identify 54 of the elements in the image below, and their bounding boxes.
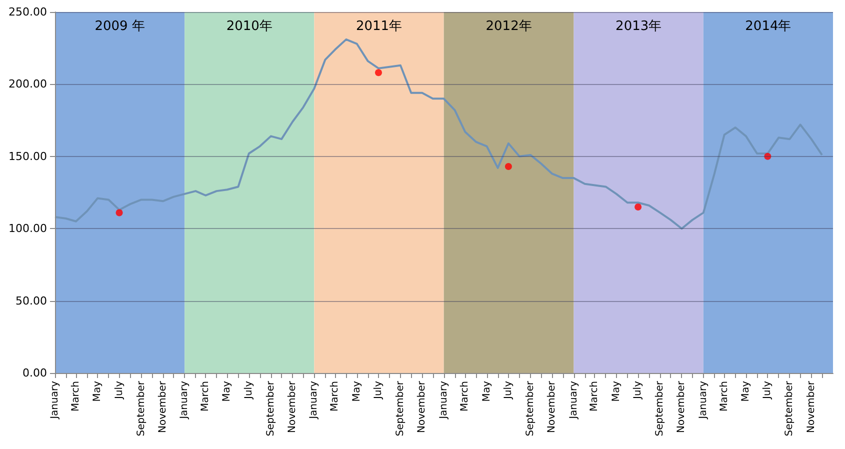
y-tick-label: 250.00 xyxy=(8,6,47,18)
x-tick-label: September xyxy=(265,380,276,436)
y-tick-label: 50.00 xyxy=(16,294,47,308)
x-tick-label: March xyxy=(460,381,471,412)
x-tick-label: January xyxy=(308,380,320,420)
point xyxy=(634,203,642,210)
x-tick-label: November xyxy=(676,380,688,434)
point xyxy=(504,163,512,170)
x-tick-label: March xyxy=(718,381,730,412)
x-tick-label: May xyxy=(481,380,492,402)
band-label: 2009 年 xyxy=(94,19,145,34)
y-tick-label: 150.00 xyxy=(8,150,47,163)
x-tick-label: July xyxy=(114,380,125,400)
x-tick-label: September xyxy=(524,380,536,436)
band-label: 2012年 xyxy=(486,19,532,34)
point xyxy=(764,152,772,160)
band-label: 2013年 xyxy=(616,19,662,34)
x-tick-label: November xyxy=(546,380,558,434)
x-tick-label: July xyxy=(243,380,254,400)
x-tick-label: September xyxy=(784,380,796,436)
x-tick-label: January xyxy=(50,380,60,420)
x-tick-label: November xyxy=(806,380,817,434)
band-label: 2010年 xyxy=(226,19,272,34)
x-tick-label: January xyxy=(438,380,450,420)
x-tick-label: May xyxy=(740,380,752,402)
y-tick-label: 0.00 xyxy=(22,366,47,380)
x-tick-label: July xyxy=(372,380,384,400)
x-tick-label: July xyxy=(632,380,644,400)
x-tick-label: March xyxy=(589,381,600,412)
x-tick-label: November xyxy=(416,380,428,434)
x-tick-label: January xyxy=(179,380,190,420)
x-tick-label: March xyxy=(70,381,82,412)
x-tick-label: March xyxy=(330,381,341,412)
x-tick-label: January xyxy=(698,380,709,420)
x-tick-label: July xyxy=(502,380,514,400)
x-tick-label: January xyxy=(568,380,580,420)
band-label: 2011年 xyxy=(356,19,402,34)
x-tick-label: July xyxy=(762,380,774,400)
x-tick-label: May xyxy=(610,380,622,402)
x-tick-label: September xyxy=(136,380,147,436)
x-tick-label: November xyxy=(287,380,298,434)
point xyxy=(374,69,382,76)
line-series xyxy=(54,38,823,230)
band-label: 2014年 xyxy=(745,19,792,34)
y-tick-label: 100.00 xyxy=(8,222,47,236)
x-tick-label: November xyxy=(157,380,168,434)
y-tick-label: 200.00 xyxy=(8,78,47,91)
x-tick-label: May xyxy=(92,380,104,402)
x-tick-label: May xyxy=(351,380,362,402)
x-tick-label: September xyxy=(395,380,406,436)
x-tick-label: May xyxy=(222,380,233,402)
x-tick-label: September xyxy=(654,380,666,436)
x-tick-label: March xyxy=(200,381,212,412)
point xyxy=(116,209,123,216)
